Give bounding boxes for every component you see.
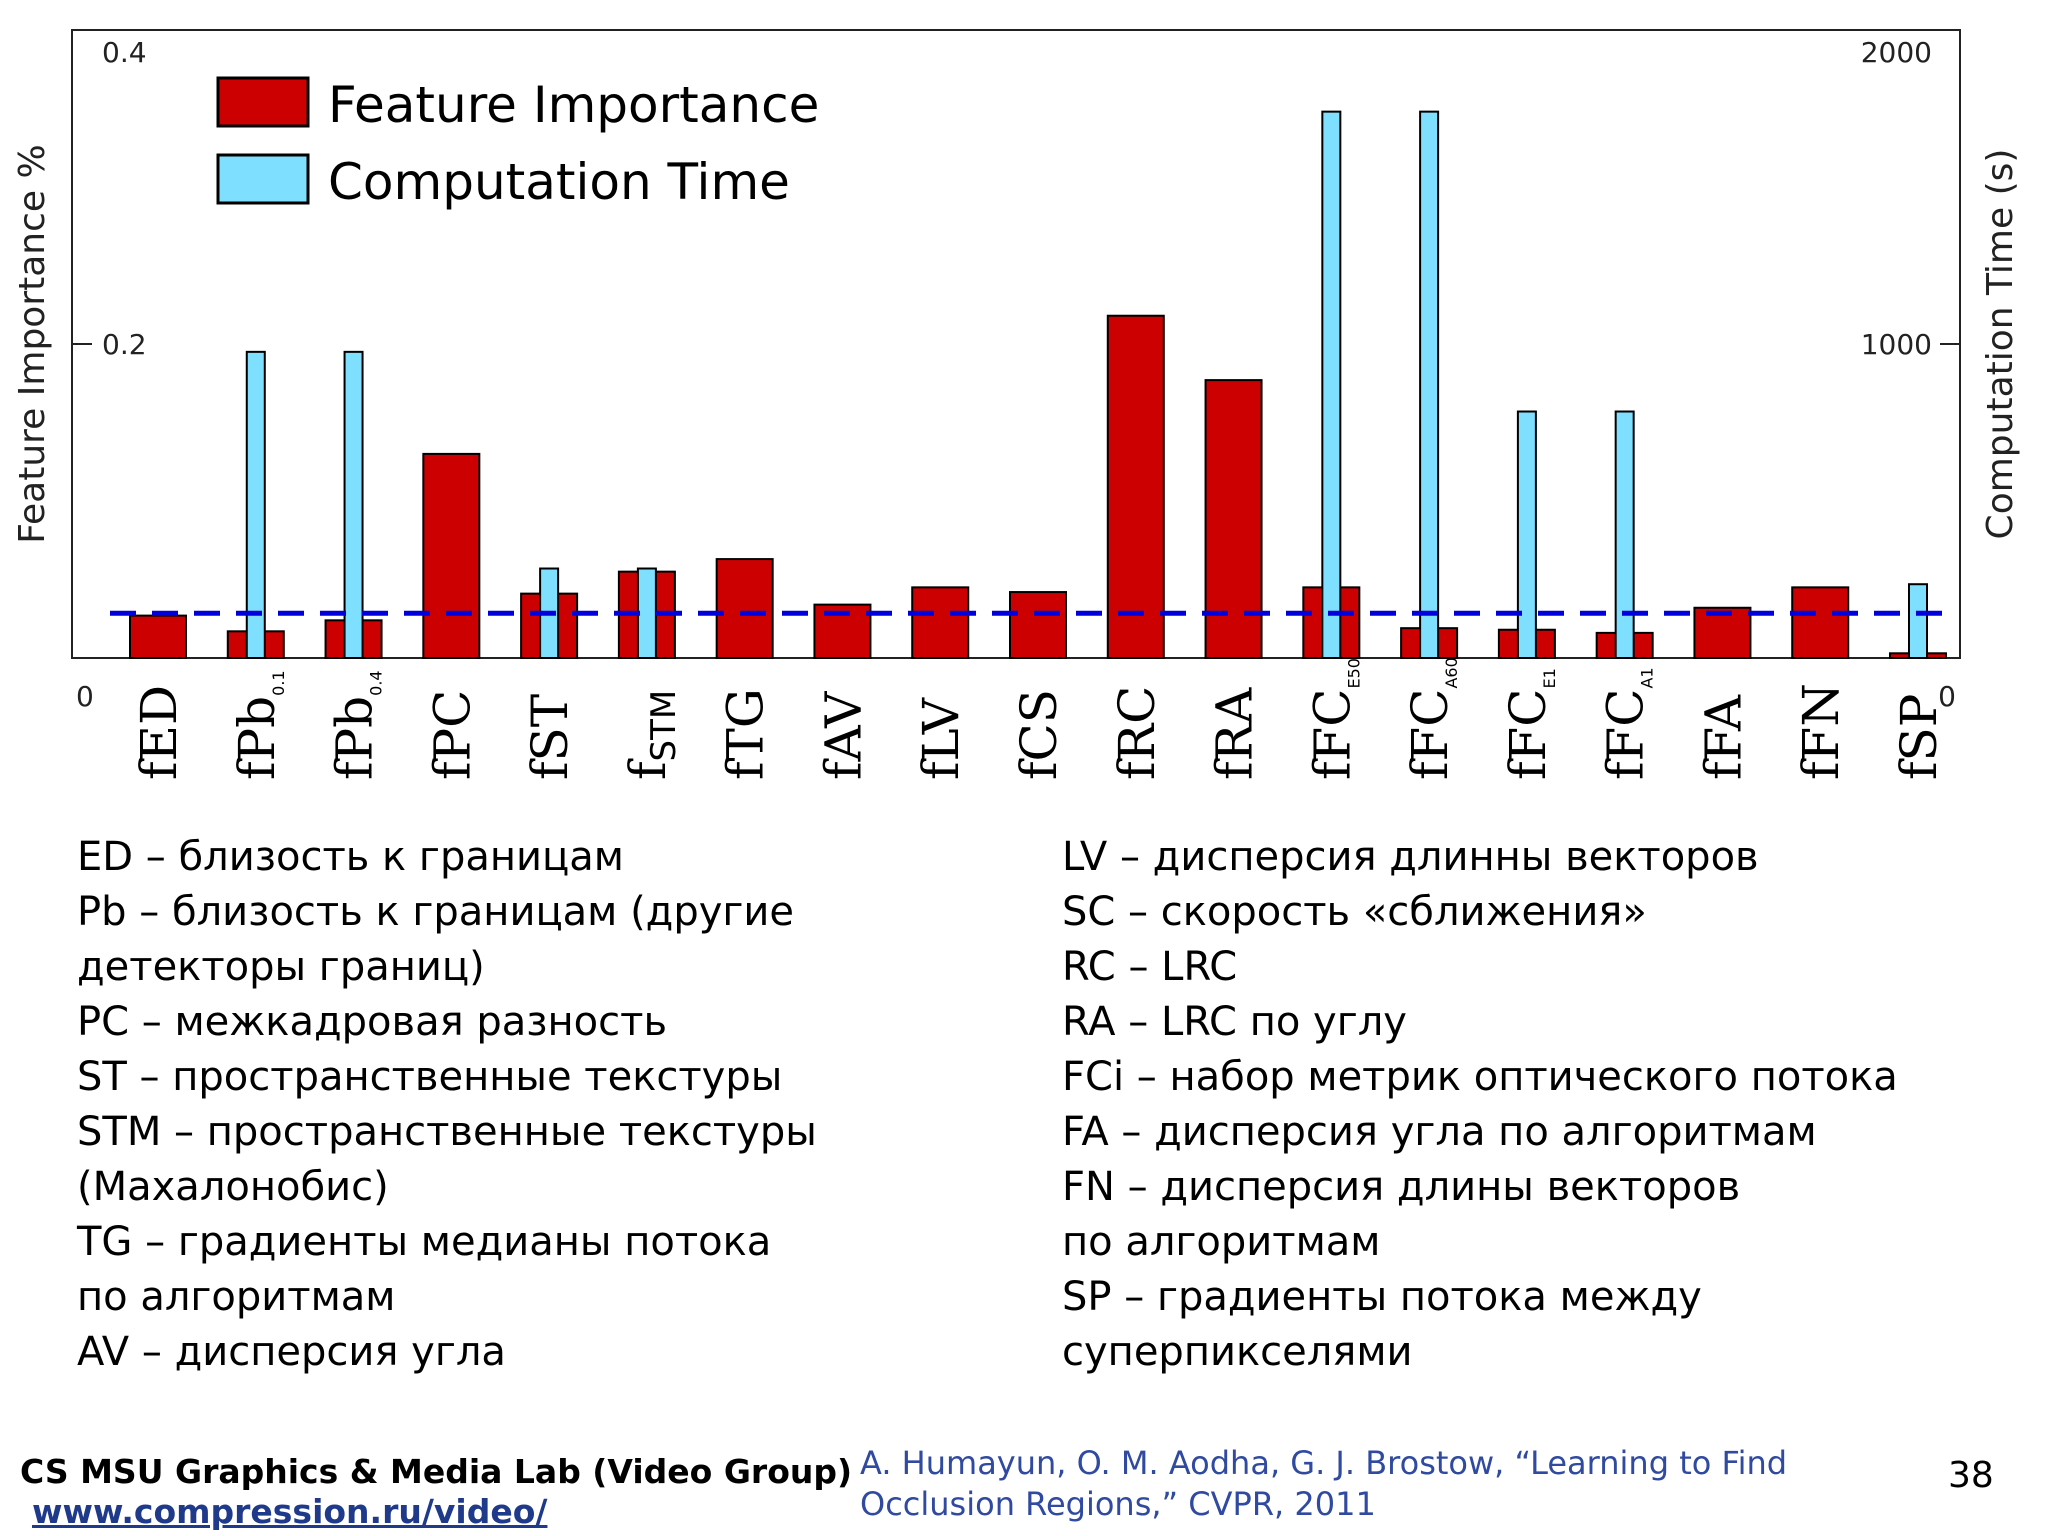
computation-time-bar	[1419, 110, 1440, 659]
x-tick-label: fED	[130, 685, 188, 780]
x-tick-label: fST	[521, 694, 579, 780]
importance-bar	[1693, 606, 1752, 660]
abbreviation-line: Pb – близость к границам (другие	[77, 889, 795, 935]
importance-bar	[715, 558, 774, 660]
y2-axis-label: Computation Time (s)	[1980, 149, 2021, 540]
computation-time-bar	[1516, 410, 1537, 660]
importance-bar	[422, 452, 481, 659]
y-axis-label: Feature Importance %	[12, 144, 53, 543]
importance-bar	[1791, 586, 1850, 659]
legend-label-importance: Feature Importance	[328, 76, 819, 134]
y2-tick-label: 0	[1938, 680, 1956, 713]
importance-bar	[1106, 314, 1165, 659]
x-tick-label: fTG	[717, 688, 775, 780]
importance-bar	[1204, 379, 1263, 659]
abbreviations-left: ED – близость к границам Pb – близость к …	[77, 830, 817, 1380]
abbreviation-line: суперпикселями	[1062, 1329, 1413, 1375]
abbreviation-line: FA – дисперсия угла по алгоритмам	[1062, 1109, 1817, 1155]
y2-tick-label: 2000	[1861, 36, 1932, 69]
x-tick-label: fSP	[1890, 694, 1948, 780]
x-tick-label: fCS	[1010, 689, 1068, 780]
computation-time-bar	[1321, 110, 1342, 659]
abbreviation-line: SP – градиенты потока между	[1062, 1274, 1702, 1320]
abbreviation-line: ED – близость к границам	[77, 834, 624, 880]
x-tick-label: fLV	[912, 697, 970, 780]
citation: A. Humayun, O. M. Aodha, G. J. Brostow, …	[860, 1444, 1788, 1523]
importance-bar	[911, 586, 970, 659]
x-tick-label: fFCA60	[1401, 657, 1461, 780]
lab-url-link[interactable]: www.compression.ru/video/	[32, 1492, 548, 1531]
importance-bar	[813, 603, 872, 659]
legend-label-time: Computation Time	[328, 153, 790, 211]
abbreviation-line: AV – дисперсия угла	[77, 1329, 506, 1375]
x-tick-label: fFCA1	[1597, 667, 1657, 780]
abbreviation-line: PC – межкадровая разность	[77, 999, 668, 1045]
abbreviation-line: ST – пространственные текстуры	[77, 1054, 783, 1100]
lab-name: CS MSU Graphics & Media Lab (Video Group…	[20, 1452, 853, 1491]
abbreviation-line: по алгоритмам	[1062, 1219, 1381, 1265]
y-tick-label: 0.4	[102, 36, 147, 69]
abbreviations-right: LV – дисперсия длинны векторов SC – скоро…	[1062, 830, 1898, 1380]
legend-swatch-importance	[216, 76, 310, 128]
x-tick-label: fFCE50	[1303, 658, 1363, 780]
computation-time-bar	[1614, 410, 1635, 660]
abbreviation-line: STM – пространственные текстуры	[77, 1109, 817, 1155]
legend-swatch-time	[216, 153, 310, 205]
x-tick-label: fSTM	[619, 690, 684, 780]
abbreviation-line: по алгоритмам	[77, 1274, 396, 1320]
computation-time-bar	[636, 567, 657, 660]
x-tick-label: fFCE1	[1499, 668, 1559, 780]
x-tick-label: fFA	[1694, 694, 1752, 780]
y-tick-label: 0.2	[102, 328, 147, 361]
abbreviation-line: TG – градиенты медианы потока	[77, 1219, 772, 1265]
chart-legend: Feature Importance Computation Time	[216, 76, 819, 211]
importance-bar	[129, 614, 187, 659]
computation-time-bar	[343, 350, 364, 659]
x-tick-label: fRA	[1206, 687, 1264, 780]
abbreviation-line: SC – скорость «сближения»	[1062, 889, 1647, 935]
abbreviation-line: LV – дисперсия длинны векторов	[1062, 834, 1759, 880]
y2-tick-label: 1000	[1861, 328, 1932, 361]
computation-time-bar	[245, 350, 266, 659]
importance-bar	[1009, 591, 1067, 659]
feature-importance-chart: 0 0.2 0.4 0 1000 2000 fED fPb0.1 fPb0.4 fPC fST fS…	[12, 29, 2021, 780]
y-tick-label: 0	[76, 680, 94, 713]
x-tick-label: fPC	[423, 690, 481, 780]
abbreviation-line: (Махалонобис)	[77, 1164, 389, 1210]
x-tick-label: fPb0.1	[228, 670, 288, 780]
abbreviation-line: FCi – набор метрик оптического потока	[1062, 1054, 1898, 1100]
x-tick-label: fFN	[1792, 683, 1850, 780]
abbreviation-line: FN – дисперсия длины векторов	[1062, 1164, 1741, 1210]
x-tick-label: fRC	[1108, 686, 1166, 780]
x-tick-label: fAV	[814, 691, 872, 780]
abbreviation-line: RA – LRC по углу	[1062, 999, 1407, 1045]
computation-time-bar	[1908, 583, 1928, 660]
abbreviation-line: RC – LRC	[1062, 944, 1238, 990]
page-number: 38	[1948, 1455, 1994, 1496]
abbreviation-line: детекторы границ)	[77, 944, 485, 990]
x-tick-label: fPb0.4	[326, 670, 386, 780]
